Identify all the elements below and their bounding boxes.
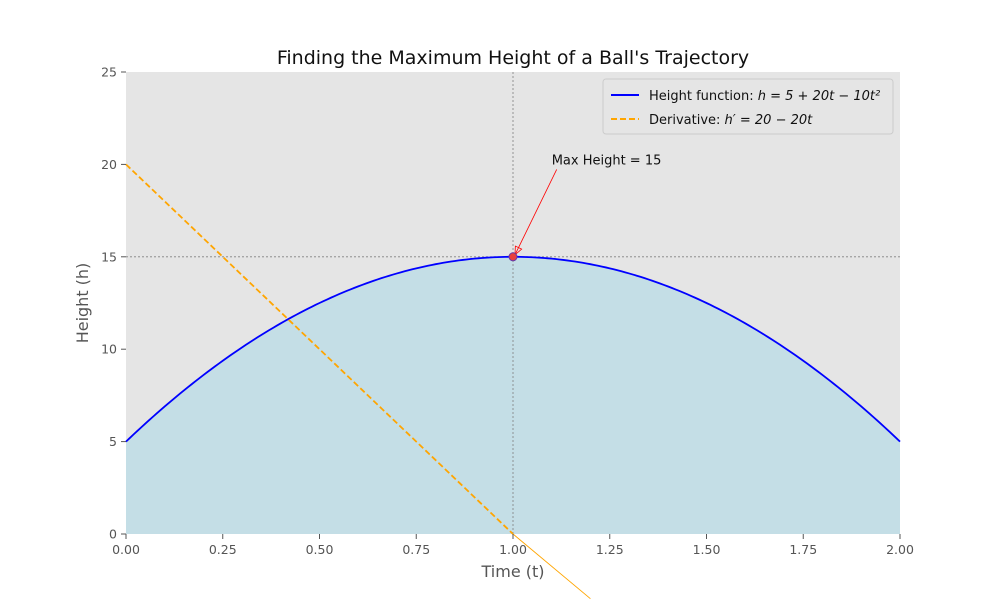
reference-lines <box>126 72 900 534</box>
fill-layer <box>126 256 900 534</box>
x-tick-label: 1.50 <box>693 542 721 557</box>
height-fill-area <box>126 256 900 534</box>
x-tick-label: 0.00 <box>112 542 140 557</box>
legend-label-height: Height function: h = 5 + 20t − 10t² <box>649 89 880 104</box>
annotation-arrowhead <box>514 245 523 256</box>
legend: Height function: h = 5 + 20t − 10t² Deri… <box>602 78 894 135</box>
x-tick-label: 0.50 <box>306 542 334 557</box>
y-tick-label: 25 <box>101 65 117 80</box>
y-ticks: 0 5 10 15 20 25 <box>101 65 126 542</box>
x-ticks: 0.00 0.25 0.50 0.75 1.00 1.25 1.50 1.75 2.00 <box>112 534 914 557</box>
legend-math-derivative: h′ = 20 − 20t <box>725 113 814 128</box>
derivative-extension-line <box>512 533 591 600</box>
max-point-marker <box>508 252 518 262</box>
x-tick-label: 2.00 <box>886 542 914 557</box>
x-tick-label: 1.75 <box>789 542 817 557</box>
legend-prefix-derivative: Derivative: <box>649 113 725 128</box>
y-tick-label: 20 <box>101 157 117 172</box>
y-tick-label: 5 <box>109 434 117 449</box>
x-tick-label: 0.75 <box>402 542 430 557</box>
derivative-line <box>125 163 514 535</box>
legend-label-derivative: Derivative: h′ = 20 − 20t <box>649 113 813 128</box>
y-tick-label: 15 <box>101 249 117 264</box>
max-height-annotation: Max Height = 15 <box>552 153 662 168</box>
x-axis-label: Time (t) <box>481 562 545 581</box>
legend-box <box>602 78 894 135</box>
x-tick-label: 1.00 <box>499 542 527 557</box>
y-axis-label: Height (h) <box>73 263 92 344</box>
y-tick-label: 0 <box>109 527 117 542</box>
y-tick-label: 10 <box>101 342 117 357</box>
annotation-arrow <box>514 169 558 255</box>
legend-prefix-height: Height function: <box>649 89 758 104</box>
x-tick-label: 1.25 <box>596 542 624 557</box>
legend-math-height: h = 5 + 20t − 10t² <box>758 89 880 104</box>
x-tick-label: 0.25 <box>209 542 237 557</box>
annotation-layer: Max Height = 15 <box>508 153 662 262</box>
chart-title: Finding the Maximum Height of a Ball's T… <box>277 47 749 69</box>
